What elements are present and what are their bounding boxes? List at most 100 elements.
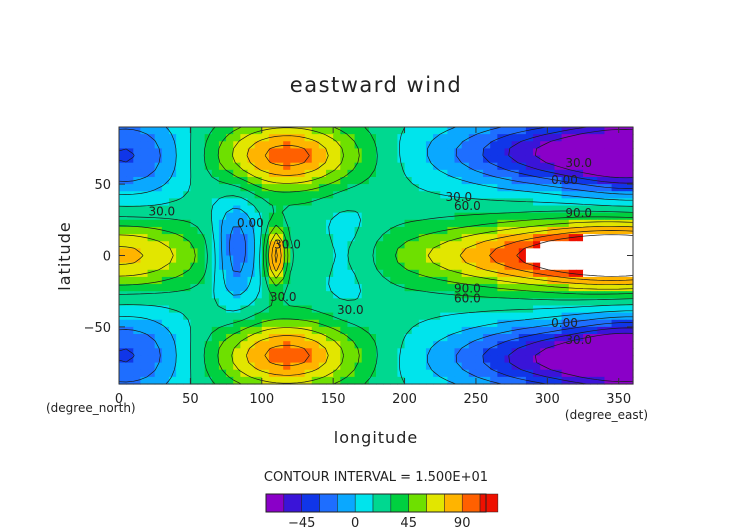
field-cell	[540, 348, 548, 357]
isoline	[118, 126, 633, 385]
field-cell	[290, 334, 299, 342]
field-cell	[354, 198, 363, 207]
field-cell	[197, 155, 206, 164]
field-cell	[176, 376, 184, 385]
field-cell	[254, 141, 263, 150]
field-cell	[554, 148, 563, 157]
field-cell	[525, 205, 534, 214]
field-cell	[583, 362, 591, 371]
field-cell	[418, 262, 427, 271]
field-cell	[504, 355, 513, 364]
field-cell	[147, 262, 156, 271]
field-cell	[333, 262, 341, 271]
field-cell	[218, 184, 227, 192]
field-cell	[326, 162, 334, 171]
field-cell	[604, 162, 613, 171]
field-cell	[590, 184, 598, 192]
field-cell	[161, 234, 170, 242]
field-cell	[368, 262, 377, 271]
field-cell	[447, 134, 456, 142]
field-cell	[625, 169, 634, 178]
field-cell	[418, 184, 427, 192]
field-cell	[583, 376, 591, 385]
field-cell	[611, 241, 620, 249]
field-cell	[397, 169, 406, 178]
colorbar-swatch	[337, 493, 356, 513]
field-cell	[183, 148, 191, 157]
field-cell	[211, 341, 220, 349]
field-cell	[254, 162, 263, 171]
field-cell	[340, 248, 349, 257]
field-cell	[418, 241, 427, 249]
field-cell	[126, 334, 134, 342]
field-cell	[425, 269, 434, 278]
field-cell	[333, 348, 341, 357]
field-cell	[361, 248, 370, 257]
field-cell	[240, 127, 249, 135]
field-cell	[404, 305, 413, 314]
field-cell	[440, 369, 448, 378]
field-cell	[518, 184, 527, 192]
field-cell	[183, 348, 191, 357]
field-cell	[433, 212, 441, 221]
field-cell	[490, 326, 498, 335]
field-cell	[525, 348, 534, 357]
field-cell	[326, 148, 334, 157]
field-cell	[197, 298, 206, 307]
field-cell	[404, 219, 413, 228]
field-cell	[161, 369, 170, 378]
field-cell	[204, 255, 213, 264]
field-cell	[376, 248, 384, 257]
field-cell	[383, 276, 391, 285]
field-cell	[276, 362, 284, 371]
x-tick-label: 0	[115, 392, 123, 407]
field-cell	[433, 127, 441, 135]
field-cell	[447, 127, 456, 135]
field-cell	[554, 362, 563, 371]
field-cell	[376, 284, 384, 292]
field-cell	[268, 262, 277, 271]
field-cell	[368, 276, 377, 285]
field-cell	[261, 355, 270, 364]
field-cell	[240, 191, 249, 199]
field-cell	[311, 248, 320, 257]
field-cell	[447, 219, 456, 228]
field-cell	[318, 198, 327, 207]
field-cell	[197, 219, 206, 228]
field-cell	[568, 248, 577, 257]
field-cell	[404, 312, 413, 321]
field-cell	[204, 148, 213, 157]
field-cell	[376, 226, 384, 235]
field-cell	[583, 341, 591, 349]
contour-label: 60.0	[454, 199, 481, 213]
field-cell	[490, 334, 498, 342]
field-cell	[540, 162, 548, 171]
field-cell	[176, 134, 184, 142]
field-cell	[211, 312, 220, 321]
field-cell	[604, 348, 613, 357]
field-cell	[390, 241, 399, 249]
field-cell	[318, 334, 327, 342]
field-cell	[119, 248, 127, 257]
field-cell	[397, 212, 406, 221]
field-cell	[397, 205, 406, 214]
field-cell	[468, 176, 477, 185]
field-cell	[590, 291, 598, 299]
field-cell	[454, 162, 463, 171]
field-cell	[240, 176, 249, 185]
field-cell	[511, 319, 520, 328]
contour-label: 30.0	[565, 156, 592, 170]
field-cell	[354, 134, 363, 142]
field-cell	[283, 305, 291, 314]
field-cell	[368, 305, 377, 314]
field-cell	[518, 284, 527, 292]
field-cell	[490, 134, 498, 142]
field-cell	[290, 376, 299, 385]
field-cell	[533, 248, 541, 257]
field-cell	[504, 205, 513, 214]
field-cell	[418, 334, 427, 342]
field-cell	[597, 305, 606, 314]
field-cell	[297, 176, 306, 185]
field-cell	[511, 155, 520, 164]
field-cell	[468, 134, 477, 142]
